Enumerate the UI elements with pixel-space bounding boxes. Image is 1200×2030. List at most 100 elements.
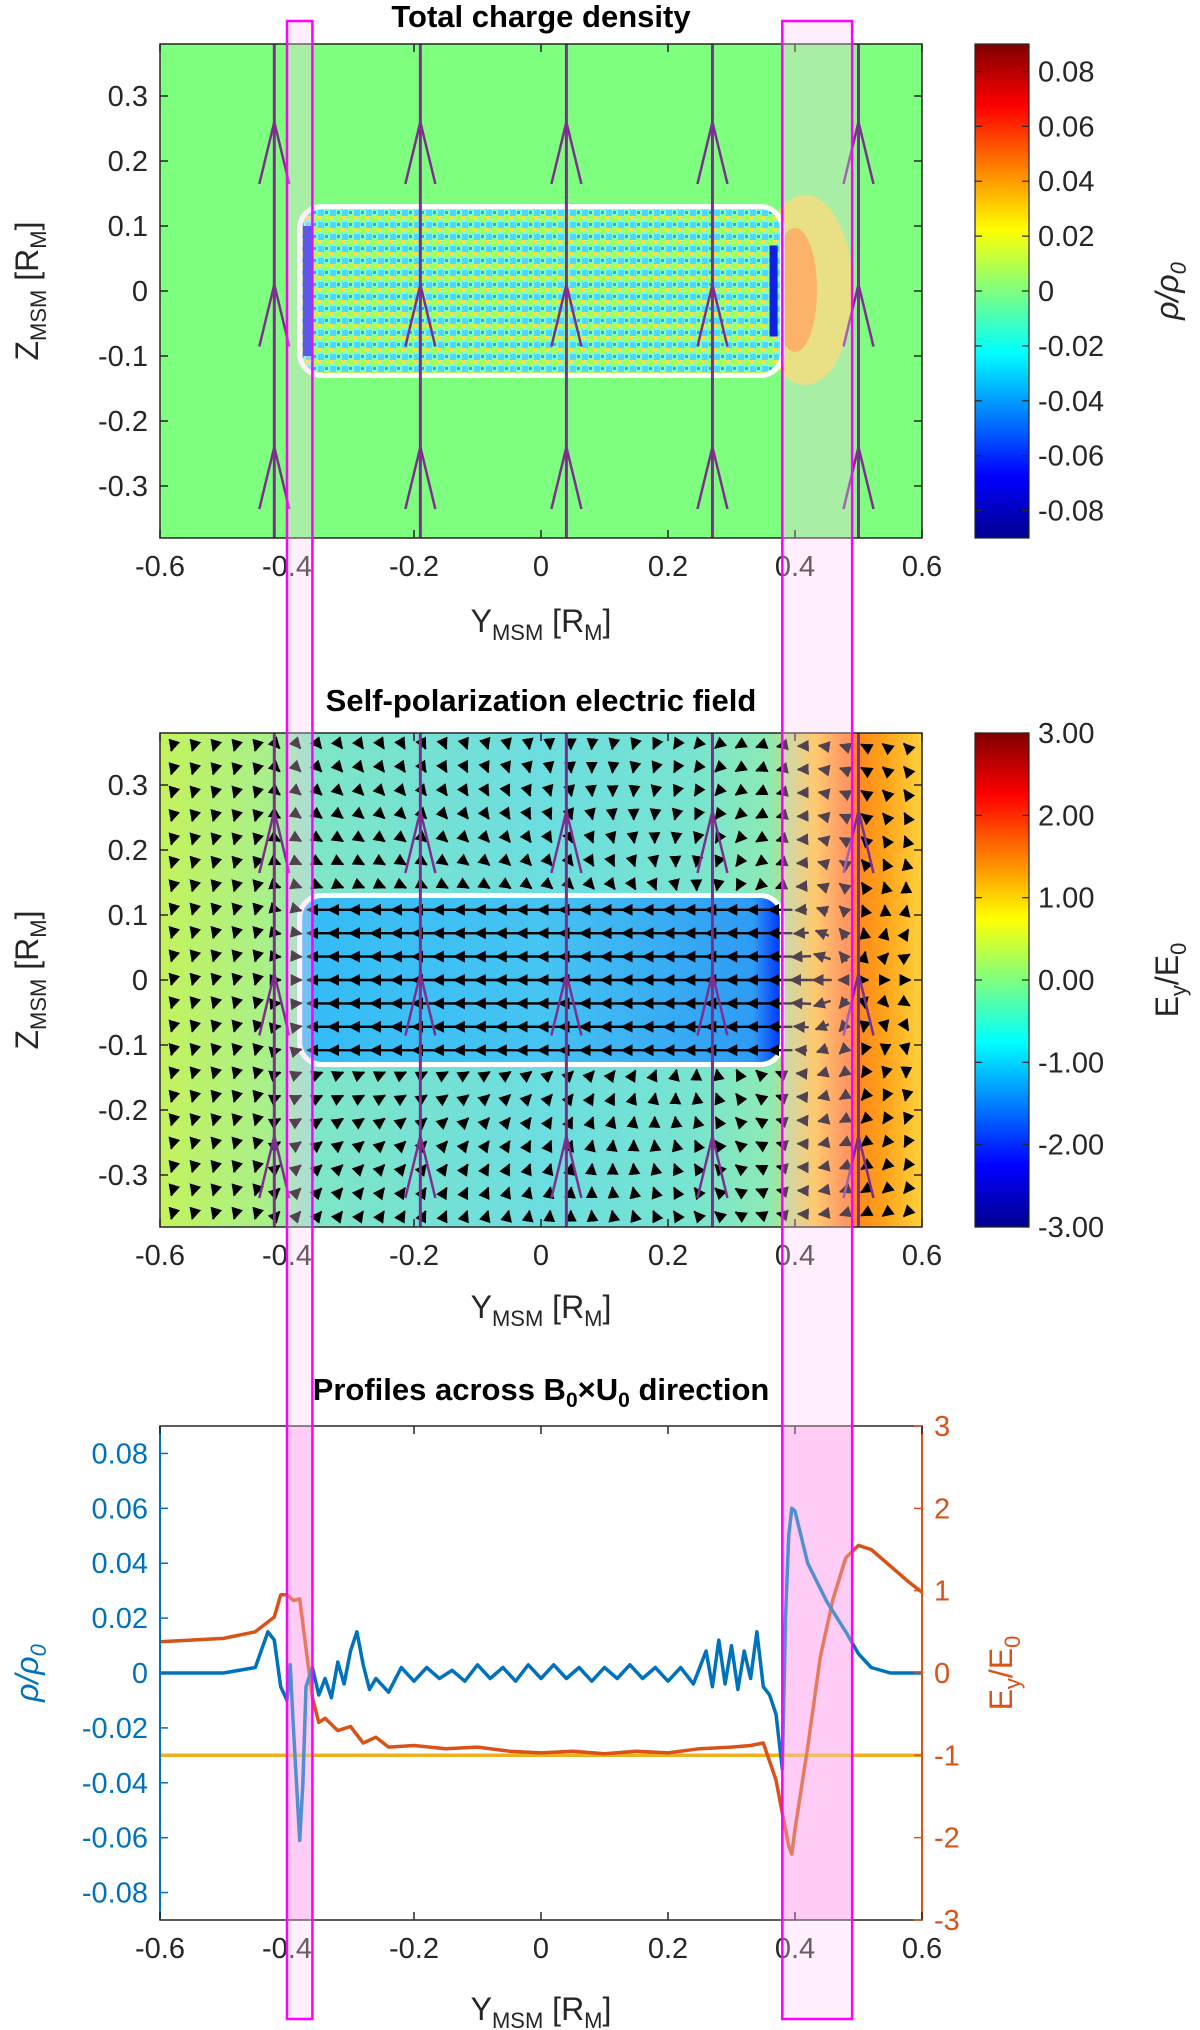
panel2-title: Self-polarization electric field bbox=[326, 683, 757, 718]
e-field-vector bbox=[415, 736, 427, 750]
e-field-vector bbox=[310, 1070, 324, 1083]
e-field-vector bbox=[881, 766, 895, 779]
e-field-vector bbox=[436, 736, 448, 750]
e-field-vector bbox=[189, 855, 202, 869]
e-field-vector bbox=[542, 1186, 555, 1200]
e-field-vector bbox=[231, 855, 243, 869]
e-field-vector bbox=[289, 1046, 303, 1059]
e-field-vector bbox=[499, 783, 511, 797]
e-field-vector bbox=[168, 1066, 181, 1080]
e-field-vector bbox=[252, 1089, 264, 1103]
e-field-vector bbox=[252, 785, 264, 799]
e-field-vector bbox=[583, 830, 595, 844]
e-field-vector bbox=[859, 927, 872, 940]
e-field-vector bbox=[210, 1183, 223, 1197]
e-field-vector bbox=[189, 1159, 202, 1174]
colorbar-tick-label: 0.08 bbox=[1038, 56, 1094, 88]
e-field-vector bbox=[478, 1186, 490, 1201]
e-field-vector bbox=[817, 1206, 831, 1219]
e-field-vector bbox=[881, 1181, 895, 1194]
e-field-vector bbox=[210, 925, 223, 940]
e-field-vector bbox=[478, 736, 491, 751]
e-field-vector bbox=[393, 1187, 406, 1201]
panel2-quiver bbox=[168, 736, 916, 1224]
e-field-vector bbox=[231, 1159, 243, 1174]
field-line-arrow bbox=[404, 446, 437, 510]
e-field-vector bbox=[838, 1065, 852, 1078]
e-field-vector bbox=[252, 1113, 264, 1127]
panel2-colorbar bbox=[974, 732, 1030, 1228]
e-field-vector bbox=[608, 1209, 621, 1223]
e-field-vector bbox=[372, 1094, 386, 1107]
panel2-colorbar-ticks: 3.00 2.00 1.00 0.00 -1.00 -2.00 -3.00 bbox=[975, 718, 1104, 1244]
e-field-vector bbox=[267, 1164, 281, 1177]
ytick-label: -0.2 bbox=[98, 1095, 148, 1127]
e-field-vector bbox=[541, 806, 553, 821]
e-field-vector bbox=[252, 902, 264, 916]
e-field-vector bbox=[817, 1183, 831, 1196]
e-field-vector bbox=[231, 808, 243, 823]
e-field-vector bbox=[372, 830, 386, 843]
e-field-vector bbox=[626, 831, 639, 845]
e-field-vector bbox=[877, 1019, 890, 1033]
panel3-title: Profiles across B0×U0 direction bbox=[313, 1372, 770, 1412]
e-field-vector bbox=[267, 1210, 281, 1224]
e-field-vector bbox=[231, 1206, 243, 1220]
e-field-vector bbox=[252, 1066, 264, 1080]
e-field-vector bbox=[231, 1066, 243, 1080]
e-field-vector bbox=[735, 830, 748, 844]
e-field-vector bbox=[604, 853, 616, 868]
e-field-vector bbox=[267, 759, 281, 773]
e-field-vector bbox=[903, 765, 916, 779]
e-field-vector bbox=[252, 855, 264, 869]
field-line-arrow bbox=[404, 973, 437, 1036]
e-field-vector bbox=[189, 1113, 202, 1127]
e-field-vector bbox=[288, 806, 302, 819]
e-field-vector bbox=[435, 877, 449, 889]
e-field-vector bbox=[903, 1181, 916, 1195]
e-field-vector bbox=[210, 879, 223, 893]
field-line-arrow bbox=[696, 284, 729, 347]
e-field-vector bbox=[734, 1164, 748, 1177]
e-field-vector bbox=[561, 853, 574, 867]
e-field-vector bbox=[351, 736, 365, 750]
e-field-vector bbox=[814, 1019, 830, 1032]
e-field-vector bbox=[693, 1210, 707, 1224]
field-line-arrow bbox=[550, 121, 583, 185]
e-field-vector bbox=[861, 904, 873, 918]
e-field-vector bbox=[817, 858, 831, 871]
e-field-vector bbox=[351, 1071, 366, 1083]
e-field-vector bbox=[394, 1210, 406, 1224]
e-field-vector bbox=[189, 1066, 202, 1080]
e-field-vector bbox=[168, 832, 181, 846]
ytick-right-label: -2 bbox=[934, 1823, 960, 1855]
e-field-vector bbox=[309, 1187, 323, 1201]
e-field-vector bbox=[521, 1209, 534, 1223]
e-field-vector bbox=[628, 1162, 641, 1176]
e-field-vector bbox=[838, 1205, 853, 1218]
field-line-arrow bbox=[258, 446, 291, 510]
e-field-vector bbox=[735, 1116, 748, 1130]
e-field-vector bbox=[498, 1117, 511, 1131]
panel1-yticks: 0.3 0.2 0.1 0 -0.1 -0.2 -0.3 bbox=[98, 81, 148, 503]
e-field-vector bbox=[584, 1139, 596, 1153]
field-line-arrow bbox=[258, 973, 291, 1036]
e-field-vector bbox=[734, 1140, 748, 1154]
e-field-vector bbox=[498, 877, 512, 890]
e-field-vector bbox=[435, 806, 449, 820]
e-field-vector bbox=[189, 785, 202, 799]
e-field-vector bbox=[498, 1070, 512, 1083]
e-field-vector bbox=[519, 1116, 532, 1131]
e-field-vector bbox=[672, 783, 684, 798]
e-field-vector bbox=[168, 808, 181, 823]
e-field-vector bbox=[755, 1211, 769, 1223]
e-field-vector bbox=[693, 1163, 706, 1177]
panel2-colorbar-label: Ey/E0 bbox=[1149, 943, 1191, 1018]
e-field-vector bbox=[309, 1117, 324, 1130]
panel3-ticks bbox=[159, 1425, 923, 1921]
e-field-vector bbox=[903, 835, 915, 849]
panel1-colorbar-label: ρ/ρ0 bbox=[1149, 261, 1191, 321]
e-field-vector bbox=[519, 1070, 533, 1083]
e-field-vector bbox=[860, 1064, 873, 1079]
e-field-vector bbox=[630, 736, 642, 751]
